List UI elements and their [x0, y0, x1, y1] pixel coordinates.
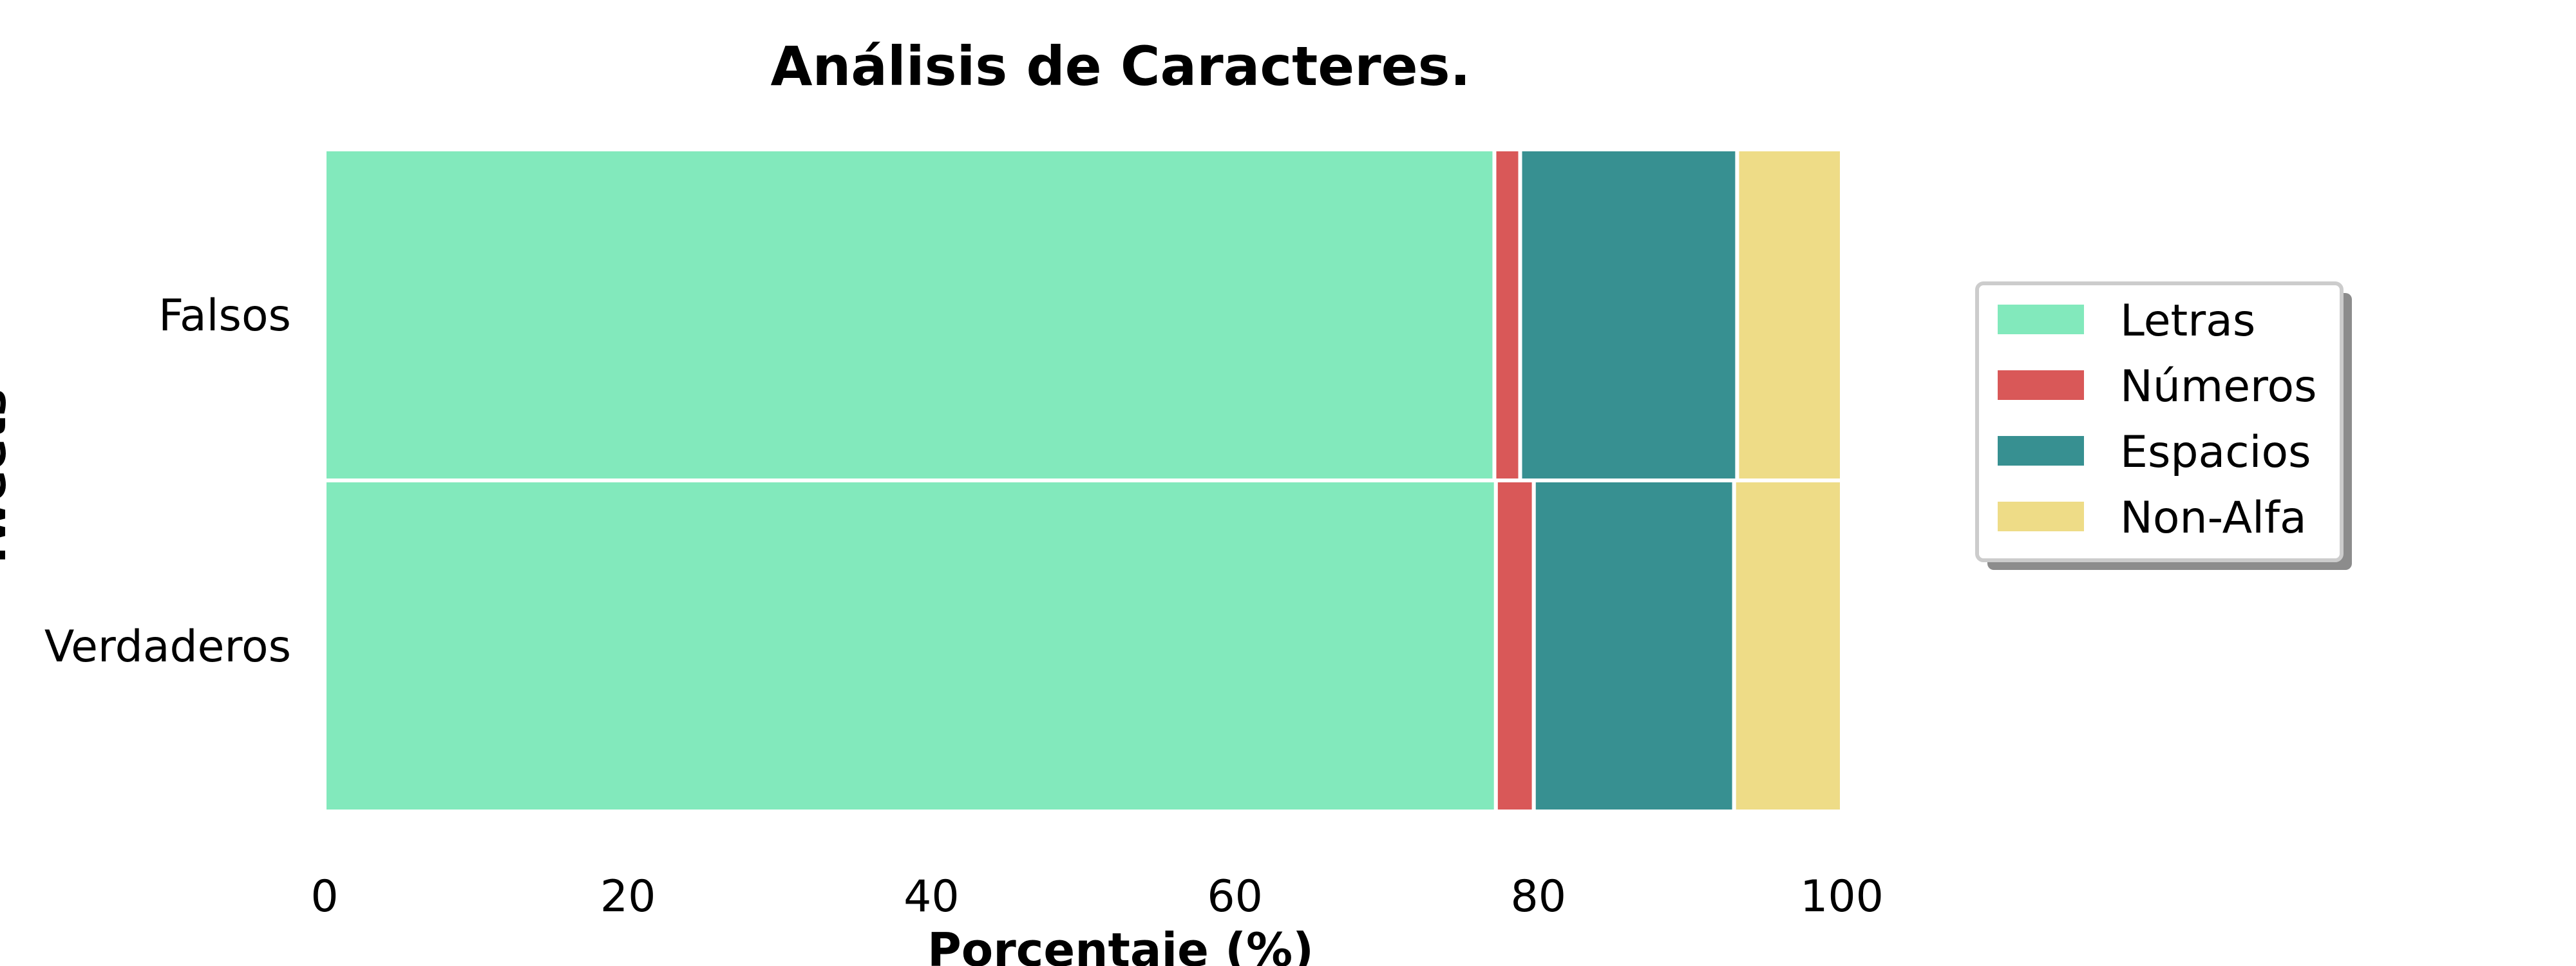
legend-box: [1975, 281, 2344, 562]
x-tick-label-20: 20: [600, 871, 656, 922]
bar-verdaderos-espacios: [1531, 478, 1736, 813]
bar-verdaderos-numeros: [1493, 478, 1536, 813]
legend-items: Letras Números Espacios Non-Alfa: [1998, 296, 2317, 544]
y-tick-label-falsos: Falsos: [158, 290, 291, 341]
y-tick-labels: Falsos Verdaderos: [44, 290, 291, 672]
bars-layer: [323, 147, 1844, 813]
bar-falsos-numeros: [1492, 147, 1522, 482]
legend-label-non-alfa: Non-Alfa: [2120, 493, 2307, 544]
y-tick-label-verdaderos: Verdaderos: [44, 621, 291, 672]
legend-swatch-espacios: [1998, 436, 2084, 466]
x-tick-label-40: 40: [904, 871, 960, 922]
legend: Letras Números Espacios Non-Alfa: [1975, 281, 2352, 570]
bar-falsos-non-alfa: [1735, 147, 1844, 482]
bar-falsos-letras: [323, 147, 1497, 482]
bar-verdaderos-letras: [323, 478, 1498, 813]
x-tick-label-60: 60: [1207, 871, 1263, 922]
y-axis-label: Tweets: [0, 389, 16, 571]
legend-swatch-numeros: [1998, 370, 2084, 400]
legend-label-letras: Letras: [2120, 296, 2255, 346]
chart-title: Análisis de Caracteres.: [770, 35, 1470, 98]
bar-falsos-espacios: [1518, 147, 1739, 482]
x-axis-label: Porcentaje (%): [927, 923, 1314, 966]
x-tick-label-0: 0: [310, 871, 338, 922]
legend-swatch-non-alfa: [1998, 502, 2084, 531]
x-tick-label-100: 100: [1800, 871, 1884, 922]
legend-swatch-letras: [1998, 305, 2084, 334]
bar-verdaderos-non-alfa: [1732, 478, 1844, 813]
x-tick-labels: 0 20 40 60 80 100: [310, 871, 1884, 922]
legend-label-espacios: Espacios: [2120, 427, 2311, 478]
legend-label-numeros: Números: [2120, 361, 2317, 412]
x-tick-label-80: 80: [1511, 871, 1567, 922]
